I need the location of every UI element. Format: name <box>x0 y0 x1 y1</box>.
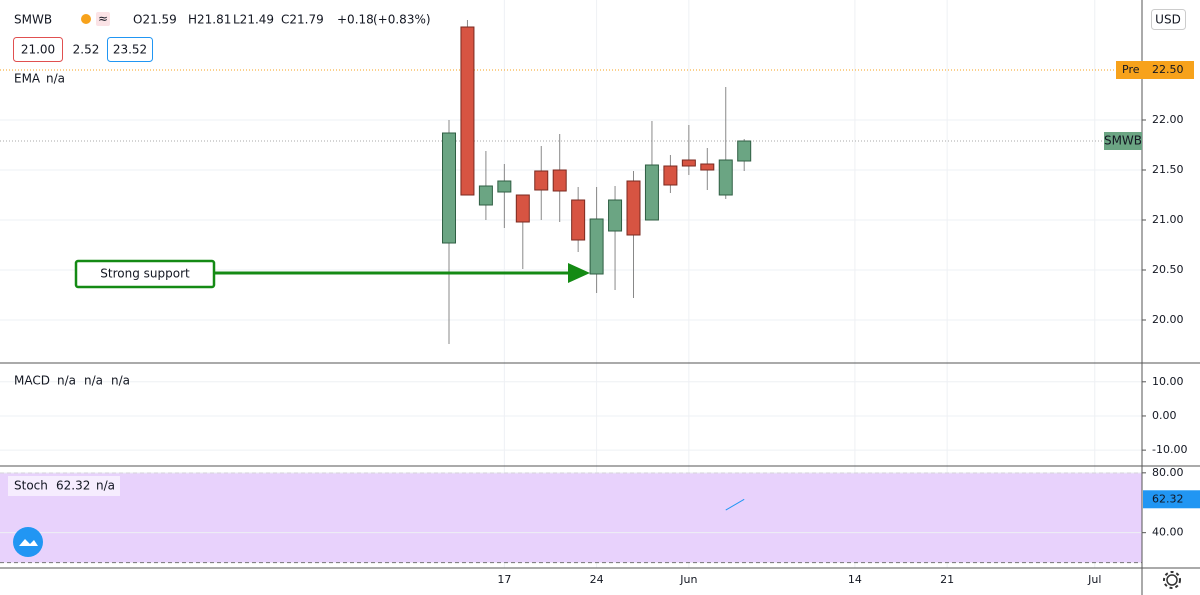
y-tick-label: 80.00 <box>1152 466 1184 479</box>
y-tick-label: 20.00 <box>1152 313 1184 326</box>
candle-body <box>534 170 549 191</box>
stoch-last-value: 62.32 <box>1152 492 1184 505</box>
stoch-legend-bg <box>8 476 120 496</box>
close: C21.79 <box>281 13 324 27</box>
candle-body <box>478 185 493 206</box>
y-tick-label: 0.00 <box>1152 409 1177 422</box>
premarket-tag <box>1116 61 1194 79</box>
stoch-band <box>0 472 1142 563</box>
macd-value: n/a <box>57 374 76 388</box>
bid[interactable]: 21.00 <box>21 43 55 57</box>
symbol-tag <box>1104 132 1142 150</box>
x-tick-label: Jul <box>1087 573 1101 586</box>
x-tick-label: 14 <box>848 573 862 586</box>
candle-body <box>663 165 678 186</box>
ema-label: EMA <box>14 72 41 86</box>
macd-value: n/a <box>84 374 103 388</box>
y-tick-label: 22.00 <box>1152 113 1184 126</box>
candle-body <box>589 218 604 275</box>
ema-value: n/a <box>46 72 65 86</box>
y-tick-label: 21.00 <box>1152 213 1184 226</box>
stoch-legend-na: n/a <box>96 479 115 493</box>
candle-body <box>460 26 475 196</box>
y-tick-label: 10.00 <box>1152 375 1184 388</box>
grid-layer <box>0 0 1142 568</box>
ask[interactable]: 23.52 <box>113 43 147 57</box>
symbol[interactable]: SMWB <box>14 13 52 27</box>
settings-icon[interactable] <box>1163 571 1181 589</box>
premarket-label: Pre <box>1122 63 1140 76</box>
bid-box[interactable] <box>13 37 63 62</box>
low: L21.49 <box>233 13 274 27</box>
candle-body <box>497 180 512 193</box>
currency[interactable]: USD <box>1155 13 1181 27</box>
candle-body <box>626 180 641 236</box>
candle-body <box>737 140 752 162</box>
stoch-label: Stoch <box>14 479 48 493</box>
x-tick-label: 24 <box>590 573 604 586</box>
candle-body <box>700 163 715 171</box>
macd-label: MACD <box>14 374 50 388</box>
marks-layer <box>442 20 752 511</box>
annotation-arrowhead <box>568 263 590 283</box>
logo[interactable] <box>13 527 43 557</box>
symbol-tag-label: SMWB <box>1104 134 1142 148</box>
x-tick-label: 17 <box>497 573 511 586</box>
candle-body <box>552 169 567 192</box>
ask-box[interactable] <box>107 37 153 62</box>
stoch-line <box>725 498 745 511</box>
macd-value: n/a <box>111 374 130 388</box>
candle-body <box>571 199 586 241</box>
session-icon <box>81 14 91 24</box>
icon <box>96 12 110 26</box>
currency-box[interactable] <box>1151 9 1186 30</box>
candle-body <box>681 159 696 167</box>
x-tick-label: Jun <box>679 573 697 586</box>
change-pct: (+0.83%) <box>373 13 431 27</box>
premarket-price: 22.50 <box>1152 63 1184 76</box>
candle-body <box>718 159 733 196</box>
y-tick-label: 20.50 <box>1152 263 1184 276</box>
annotation: Strong support <box>100 267 190 281</box>
x-tick-label: 21 <box>940 573 954 586</box>
y-tick-label: 40.00 <box>1152 526 1184 539</box>
candle-body <box>608 199 623 232</box>
icon-glyph: ≈ <box>98 12 108 26</box>
candle-body <box>644 164 659 221</box>
open: O21.59 <box>133 13 177 27</box>
stoch-last-tag <box>1143 490 1200 509</box>
candle-body <box>515 194 530 223</box>
spread: 2.52 <box>73 43 100 57</box>
stoch-legend-value: 62.32 <box>56 479 90 493</box>
y-tick-label: 21.50 <box>1152 163 1184 176</box>
y-tick-label: -10.00 <box>1152 443 1187 456</box>
candle-body <box>442 132 456 244</box>
high: H21.81 <box>188 13 231 27</box>
change: +0.18 <box>337 13 374 27</box>
